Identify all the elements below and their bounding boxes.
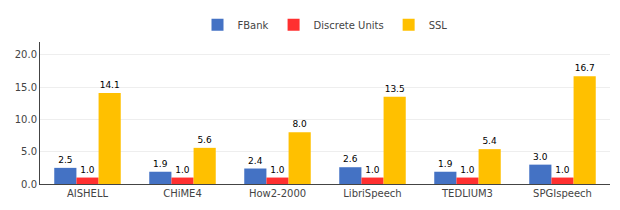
svg-text:1.0: 1.0 bbox=[555, 165, 570, 175]
svg-text:LibriSpeech: LibriSpeech bbox=[343, 188, 401, 199]
svg-text:10.0: 10.0 bbox=[15, 114, 37, 125]
svg-text:1.9: 1.9 bbox=[438, 159, 453, 169]
svg-text:8.0: 8.0 bbox=[292, 119, 307, 129]
svg-text:FBank: FBank bbox=[238, 20, 269, 31]
svg-text:CHiME4: CHiME4 bbox=[163, 188, 202, 199]
svg-text:SPGIspeech: SPGIspeech bbox=[533, 188, 592, 199]
svg-text:1.0: 1.0 bbox=[80, 165, 95, 175]
svg-text:1.0: 1.0 bbox=[175, 165, 190, 175]
svg-text:16.7: 16.7 bbox=[575, 63, 595, 73]
svg-text:0.0: 0.0 bbox=[21, 179, 37, 190]
svg-text:15.0: 15.0 bbox=[15, 82, 37, 93]
svg-text:13.5: 13.5 bbox=[385, 84, 405, 94]
svg-text:2.6: 2.6 bbox=[343, 154, 358, 164]
svg-text:1.9: 1.9 bbox=[153, 159, 168, 169]
svg-text:1.0: 1.0 bbox=[460, 165, 475, 175]
svg-text:2.5: 2.5 bbox=[58, 155, 72, 165]
svg-text:SSL: SSL bbox=[429, 20, 448, 31]
svg-text:TEDLIUM3: TEDLIUM3 bbox=[441, 188, 493, 199]
svg-text:1.0: 1.0 bbox=[270, 165, 285, 175]
svg-text:5.4: 5.4 bbox=[482, 136, 497, 146]
svg-text:How2-2000: How2-2000 bbox=[249, 188, 306, 199]
svg-text:14.1: 14.1 bbox=[100, 80, 120, 90]
svg-text:1.0: 1.0 bbox=[365, 165, 380, 175]
svg-text:5.0: 5.0 bbox=[21, 146, 37, 157]
svg-text:2.4: 2.4 bbox=[248, 156, 263, 166]
svg-text:20.0: 20.0 bbox=[15, 49, 37, 60]
svg-text:5.6: 5.6 bbox=[197, 135, 212, 145]
svg-text:AISHELL: AISHELL bbox=[67, 188, 109, 199]
svg-text:3.0: 3.0 bbox=[533, 152, 548, 162]
svg-text:Discrete Units: Discrete Units bbox=[314, 20, 384, 31]
